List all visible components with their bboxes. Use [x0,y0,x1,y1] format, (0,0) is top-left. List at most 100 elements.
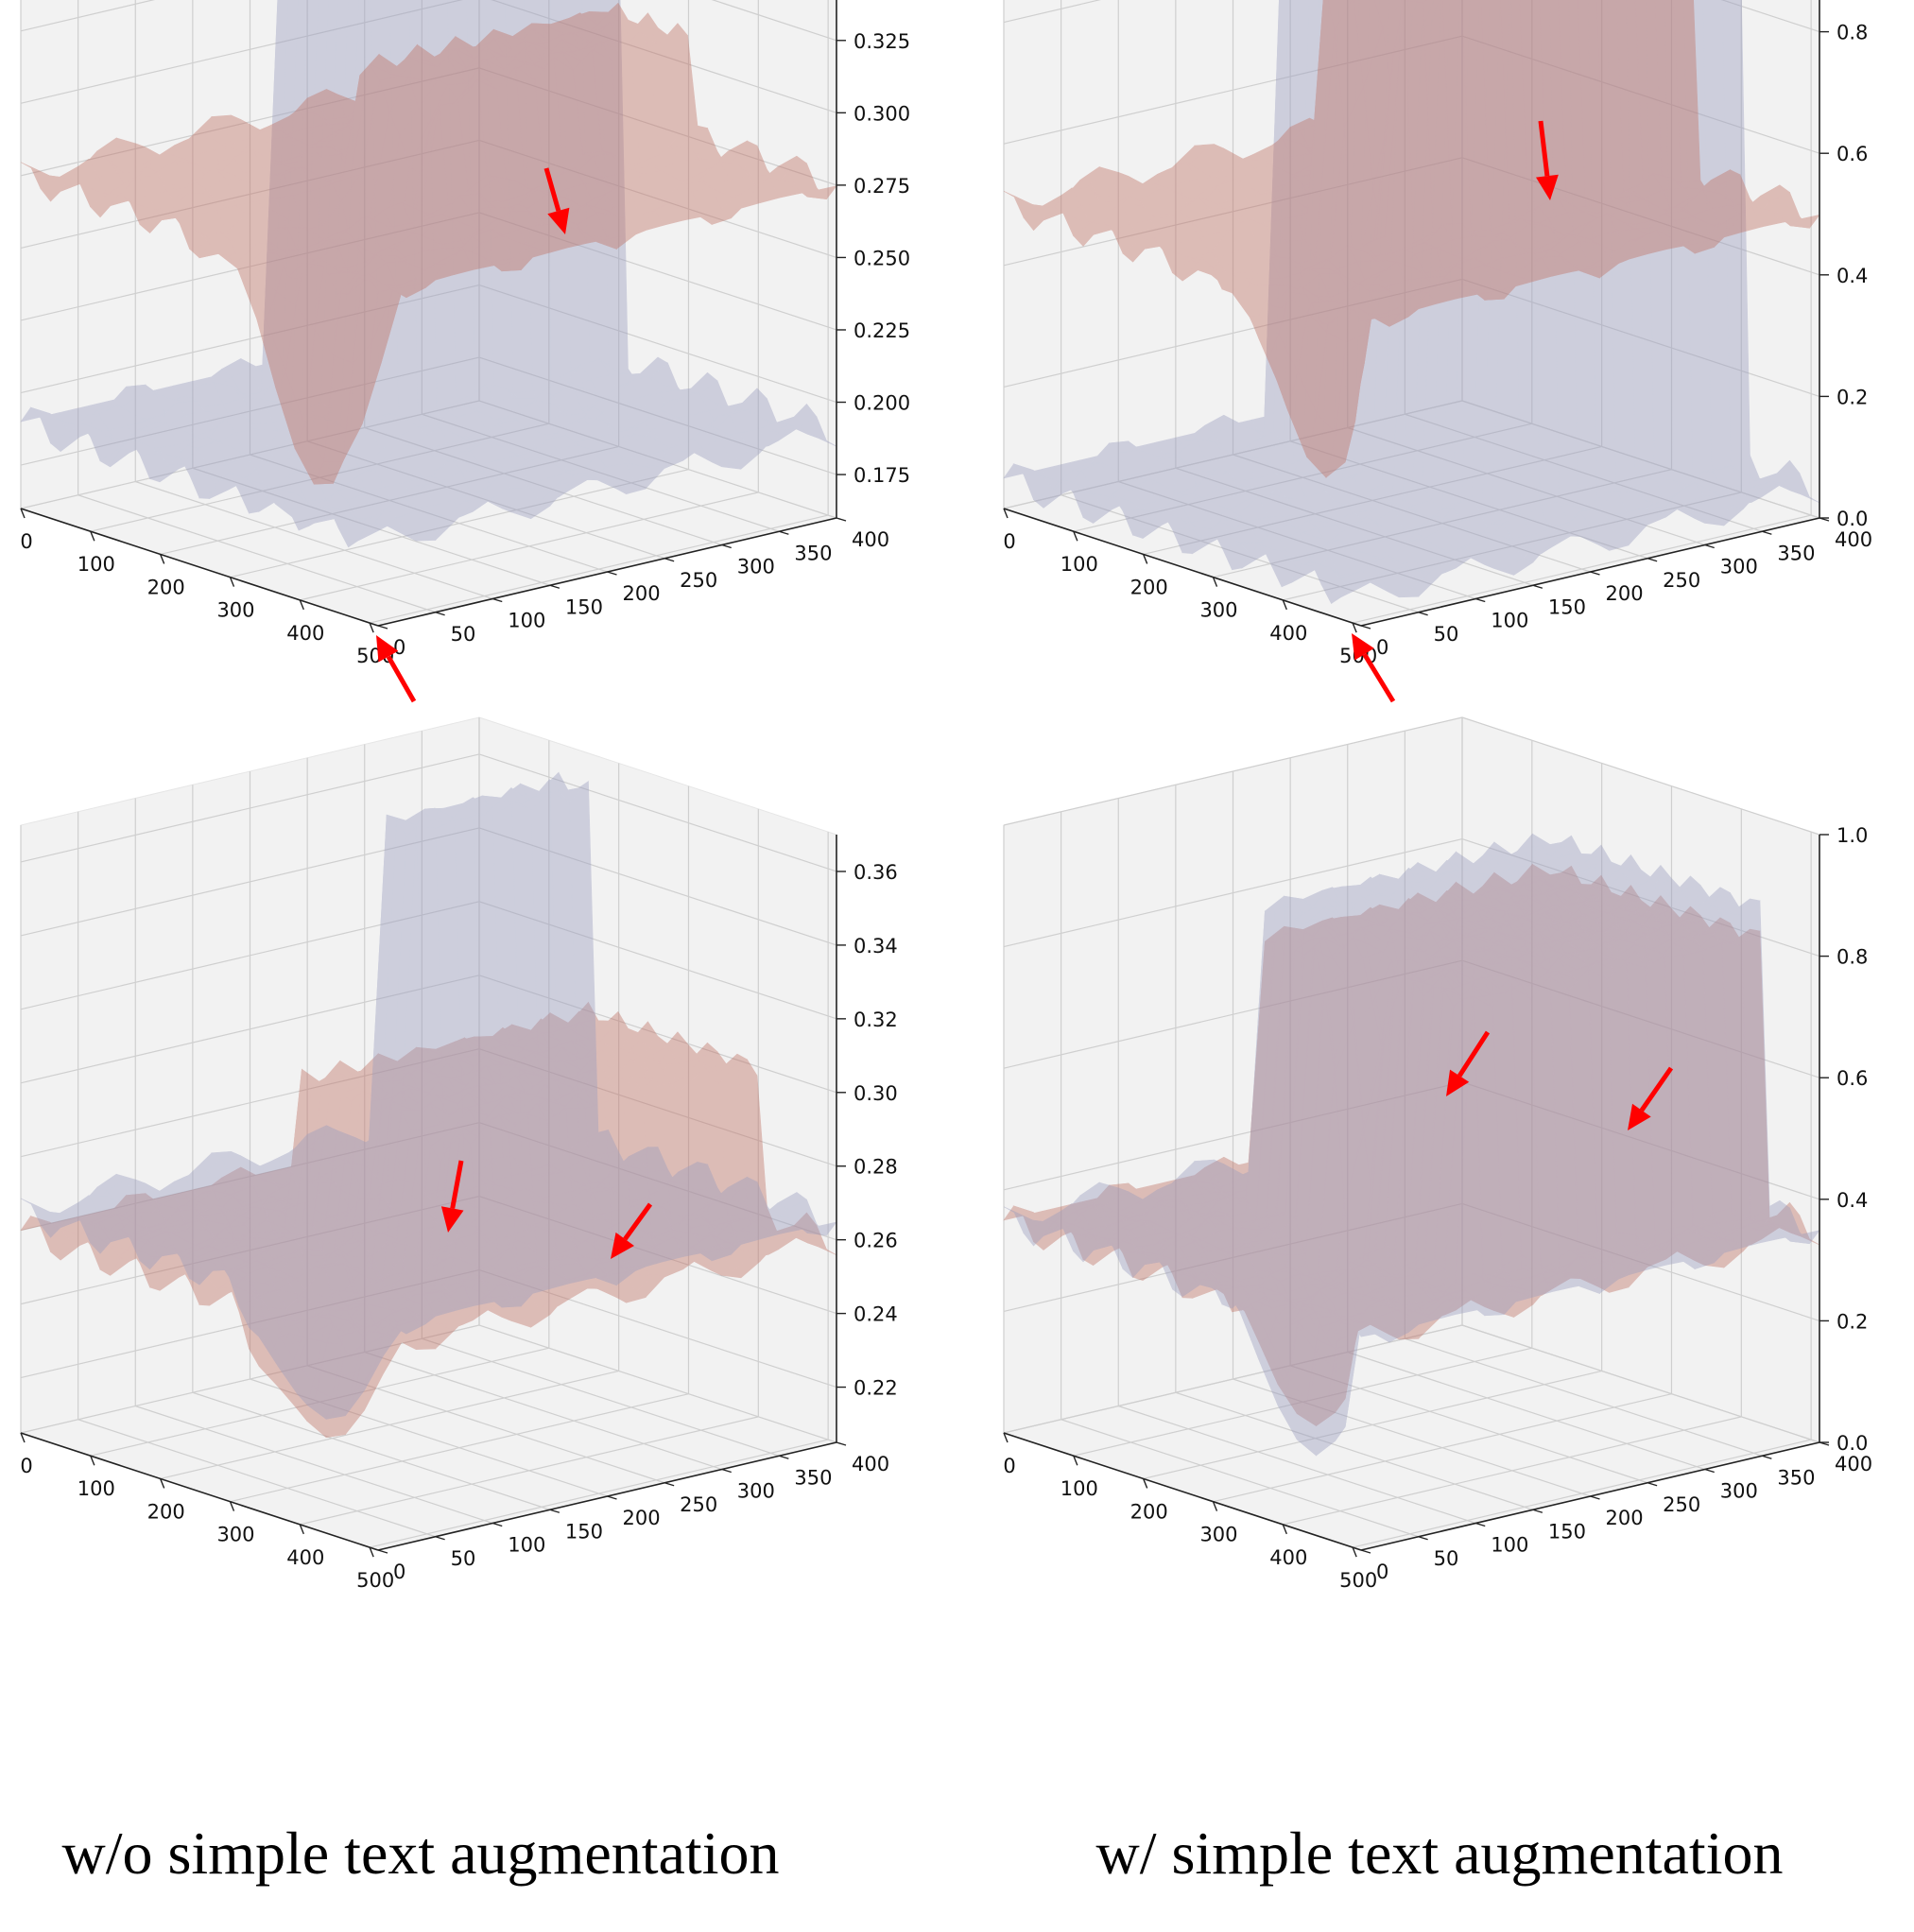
surface-facet [595,451,626,474]
y-tick-label: 350 [794,542,832,564]
surface-facet [232,386,262,401]
surface-facet [632,409,663,429]
surface-facet [287,494,318,510]
surface-facet [505,400,536,420]
z-tick-label: 0.250 [854,247,910,269]
surface-facet [604,434,635,453]
surface-facet [448,435,478,448]
surface-facet [469,443,499,462]
surface-facet [621,402,652,428]
x-tick-label: 0 [1003,530,1015,553]
z-tick-label: 0.300 [854,102,910,125]
surface-facet [108,425,139,445]
surface-facet [320,0,349,413]
surface-facet [20,162,50,177]
surface-facet [323,464,354,473]
surface-facet [719,408,750,416]
surface-facet [314,260,345,357]
surface-facet [388,458,421,471]
surface-facet [460,487,492,504]
surface-facet [260,124,291,149]
surface-facet [242,148,273,163]
surface-facet [585,451,617,467]
surface-facet [632,429,664,446]
surface-facet [550,12,580,34]
surface-facet [126,142,156,168]
x-tick-label: 200 [147,576,185,598]
surface-facet [393,338,423,357]
surface-facet [285,304,316,426]
surface-facet [618,372,649,385]
surface-facet [624,434,654,438]
surface-facet [451,91,481,110]
surface-facet [373,90,405,112]
surface-facet [749,440,779,450]
surface-facet [720,433,750,450]
surface-facet [115,384,147,400]
surface-facet [747,398,778,423]
surface-facet [423,104,455,129]
surface-facet [197,440,228,468]
surface-facet [513,390,543,414]
surface-facet [155,152,186,170]
surface-facet [480,0,508,352]
surface-facet [414,119,444,127]
surface-facet [234,191,266,214]
surface-facet [460,319,491,344]
surface-facet [348,530,378,548]
surface-facet [374,88,405,113]
surface-facet [625,462,656,485]
surface-facet [522,395,554,407]
surface-facet [459,80,490,85]
surface-facet [533,51,564,69]
surface-facet [434,501,464,519]
arrow-shaft [1362,652,1396,703]
surface-facet [688,391,718,406]
surface-facet [386,498,417,519]
surface-facet [520,479,551,496]
surface-facet [304,242,336,262]
surface-facet [326,89,356,102]
gridline-y [78,494,436,613]
surface-facet [561,31,592,44]
surface-facet [433,482,463,497]
surface-facet [403,475,434,500]
surface-facet [253,184,284,190]
surface-facet [578,11,609,106]
surface-facet [385,505,415,526]
surface-facet [698,380,728,405]
surface-facet [532,28,562,45]
surface-facet [364,465,394,473]
surface-facet [265,206,295,287]
surface-facet [78,403,108,429]
surface-facet [380,435,410,472]
surface-facet [419,435,449,459]
surface-facet [205,418,236,444]
surface-facet [341,469,372,504]
surface-facet [253,427,285,449]
surface-facet [560,12,591,34]
surface-facet [50,179,80,202]
surface-facet [316,495,347,510]
surface-facet [412,316,442,341]
surface-facet [750,430,780,454]
surface-facet [183,381,215,399]
surface-facet [680,419,711,434]
surface-facet [310,141,340,165]
surface-facet [486,416,515,425]
surface-facet [222,150,253,172]
surface-facet [579,358,611,380]
surface-facet [136,152,166,173]
surface-facet [380,135,410,316]
surface-facet [254,198,285,218]
surface-facet [554,429,585,442]
surface-facet [431,70,462,96]
surface-series-2 [20,2,837,485]
surface-facet [337,125,369,132]
surface-facet [316,474,346,500]
surface-facet [261,0,289,393]
surface-facet [453,118,484,144]
surface-facet [503,28,533,52]
surface-facet [513,28,543,52]
surface-facet [364,343,395,363]
